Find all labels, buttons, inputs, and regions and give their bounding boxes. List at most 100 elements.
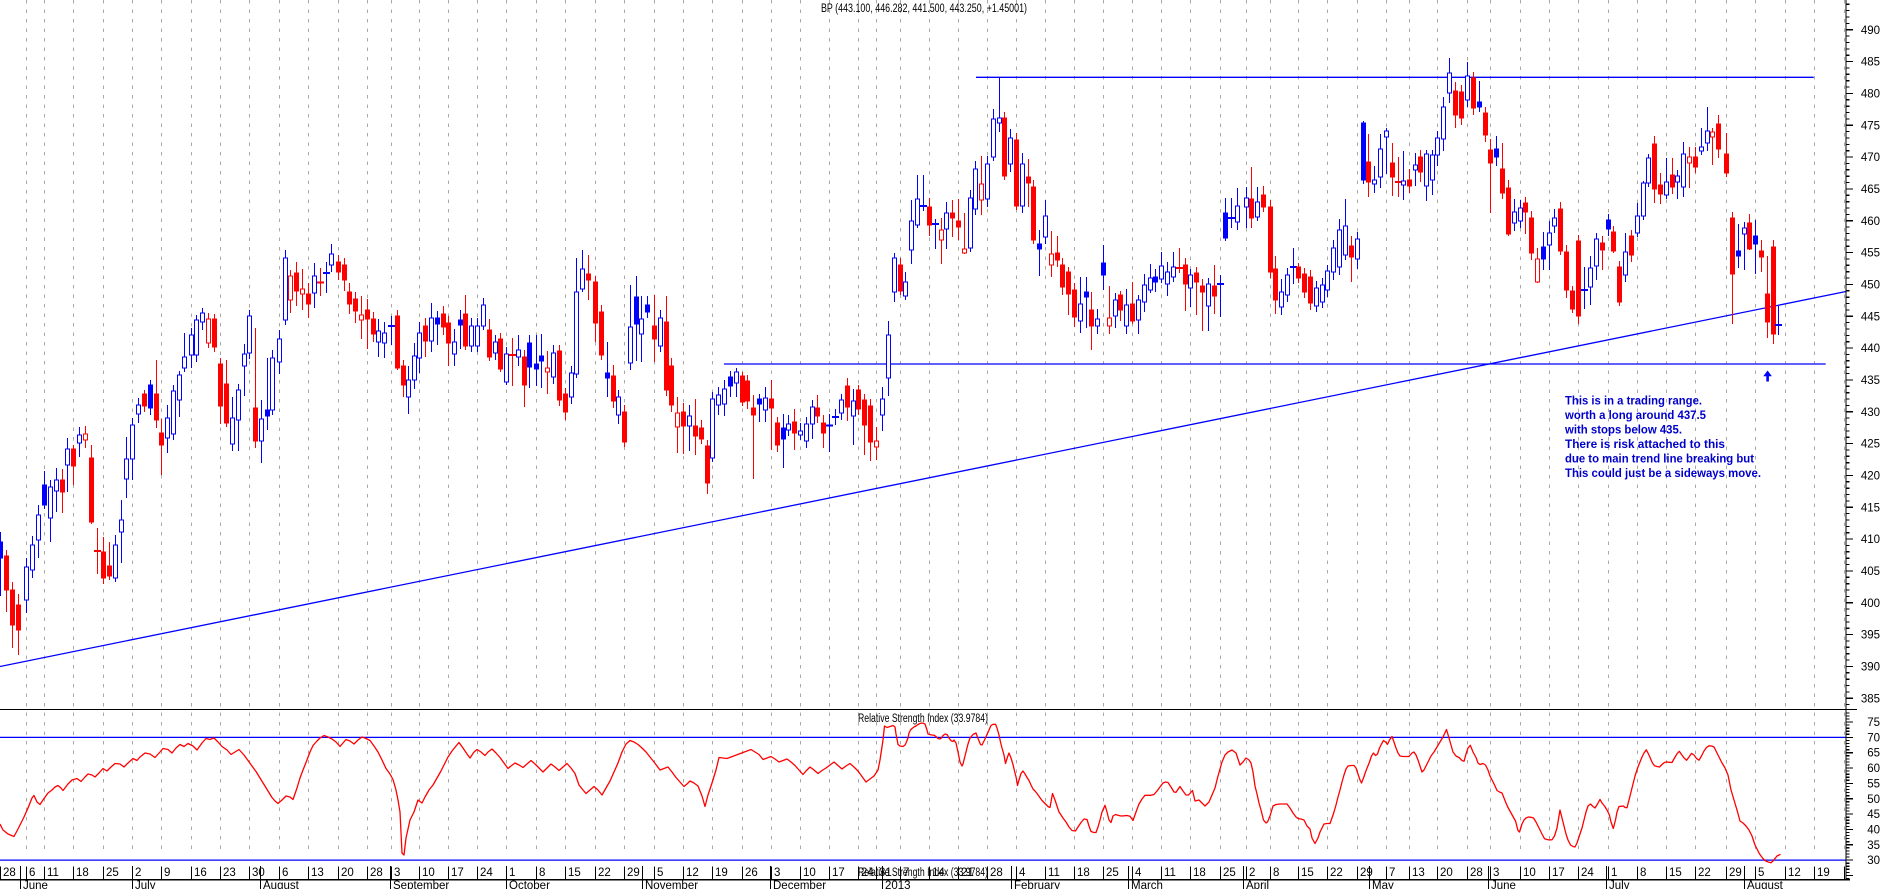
svg-text:22: 22 <box>598 867 611 879</box>
svg-text:475: 475 <box>1861 120 1880 132</box>
svg-text:24: 24 <box>1581 867 1594 879</box>
svg-text:470: 470 <box>1861 152 1880 164</box>
svg-text:10: 10 <box>803 867 816 879</box>
svg-text:28: 28 <box>3 867 16 879</box>
svg-text:June: June <box>23 880 48 889</box>
svg-text:25: 25 <box>1106 867 1119 879</box>
svg-text:due to main trend line breakin: due to main trend line breaking but <box>1565 452 1754 466</box>
svg-text:4: 4 <box>1019 867 1026 879</box>
svg-text:1: 1 <box>1611 867 1617 879</box>
svg-text:390: 390 <box>1861 661 1880 673</box>
svg-text:400: 400 <box>1861 598 1880 610</box>
svg-text:465: 465 <box>1861 184 1880 196</box>
svg-text:May: May <box>1372 880 1394 889</box>
svg-text:485: 485 <box>1861 57 1880 69</box>
svg-text:35: 35 <box>1867 840 1880 852</box>
svg-text:415: 415 <box>1861 502 1880 514</box>
svg-text:26: 26 <box>745 867 758 879</box>
svg-text:3: 3 <box>1493 867 1499 879</box>
svg-text:19: 19 <box>715 867 728 879</box>
svg-text:November: November <box>645 880 698 889</box>
svg-text:14: 14 <box>932 867 945 879</box>
svg-text:2: 2 <box>135 867 141 879</box>
svg-text:22: 22 <box>1698 867 1711 879</box>
svg-text:There is risk attached to this: There is risk attached to this <box>1565 437 1725 451</box>
svg-text:August: August <box>263 880 300 889</box>
svg-text:July: July <box>135 880 156 889</box>
svg-text:12: 12 <box>686 867 699 879</box>
svg-text:September: September <box>393 880 449 889</box>
svg-text:23: 23 <box>223 867 236 879</box>
svg-text:15: 15 <box>1669 867 1682 879</box>
svg-text:28: 28 <box>990 867 1003 879</box>
svg-text:3: 3 <box>774 867 780 879</box>
svg-text:29: 29 <box>627 867 640 879</box>
svg-text:410: 410 <box>1861 534 1880 546</box>
svg-text:24: 24 <box>861 867 874 879</box>
svg-text:13: 13 <box>1412 867 1425 879</box>
svg-text:30: 30 <box>252 867 265 879</box>
svg-text:February: February <box>1014 880 1060 889</box>
svg-text:15: 15 <box>1301 867 1314 879</box>
svg-text:31: 31 <box>879 867 892 879</box>
svg-text:430: 430 <box>1861 407 1880 419</box>
svg-text:22: 22 <box>1330 867 1343 879</box>
svg-text:425: 425 <box>1861 439 1880 451</box>
svg-text:75: 75 <box>1867 717 1880 729</box>
svg-text:6: 6 <box>29 867 35 879</box>
svg-text:50: 50 <box>1867 794 1880 806</box>
svg-text:60: 60 <box>1867 763 1880 775</box>
svg-text:5: 5 <box>1758 867 1764 879</box>
svg-text:65: 65 <box>1867 748 1880 760</box>
svg-text:21: 21 <box>961 867 974 879</box>
svg-text:18: 18 <box>76 867 89 879</box>
svg-text:24: 24 <box>480 867 493 879</box>
svg-text:18: 18 <box>1077 867 1090 879</box>
svg-text:July: July <box>1609 880 1630 889</box>
svg-text:7: 7 <box>903 867 909 879</box>
svg-text:480: 480 <box>1861 88 1880 100</box>
svg-text:25: 25 <box>106 867 119 879</box>
svg-text:420: 420 <box>1861 470 1880 482</box>
svg-text:December: December <box>773 880 826 889</box>
svg-text:with stops below 435.: with stops below 435. <box>1564 423 1682 437</box>
svg-text:2: 2 <box>1249 867 1255 879</box>
svg-text:11: 11 <box>1164 867 1176 879</box>
svg-text:7: 7 <box>1389 867 1395 879</box>
svg-text:28: 28 <box>1470 867 1483 879</box>
svg-text:17: 17 <box>832 867 845 879</box>
svg-text:29: 29 <box>1360 867 1373 879</box>
svg-text:October: October <box>509 880 550 889</box>
svg-text:10: 10 <box>1523 867 1536 879</box>
svg-text:10: 10 <box>422 867 435 879</box>
svg-text:1: 1 <box>509 867 515 879</box>
svg-text:440: 440 <box>1861 343 1880 355</box>
svg-text:BP (443.100, 446.282, 441.500,: BP (443.100, 446.282, 441.500, 443.250, … <box>821 3 1027 15</box>
svg-text:460: 460 <box>1861 216 1880 228</box>
svg-text:2013: 2013 <box>885 880 911 889</box>
svg-text:April: April <box>1246 880 1269 889</box>
svg-text:70: 70 <box>1867 732 1880 744</box>
svg-text:March: March <box>1131 880 1163 889</box>
svg-text:40: 40 <box>1867 824 1880 836</box>
svg-text:17: 17 <box>1552 867 1565 879</box>
svg-text:3: 3 <box>394 867 400 879</box>
svg-text:August: August <box>1747 880 1784 889</box>
svg-text:8: 8 <box>1640 867 1646 879</box>
svg-text:8: 8 <box>539 867 545 879</box>
svg-text:490: 490 <box>1861 25 1880 37</box>
svg-text:4: 4 <box>1135 867 1142 879</box>
svg-text:28: 28 <box>370 867 383 879</box>
svg-text:worth a long around 437.5: worth a long around 437.5 <box>1564 408 1706 422</box>
svg-text:18: 18 <box>1193 867 1206 879</box>
svg-text:5: 5 <box>657 867 663 879</box>
svg-text:435: 435 <box>1861 375 1880 387</box>
svg-text:25: 25 <box>1223 867 1236 879</box>
svg-text:450: 450 <box>1861 279 1880 291</box>
svg-text:11: 11 <box>47 867 59 879</box>
svg-text:13: 13 <box>311 867 324 879</box>
svg-text:Relative Strength Index (33.97: Relative Strength Index (33.9784) <box>858 713 988 725</box>
svg-text:9: 9 <box>164 867 170 879</box>
svg-text:19: 19 <box>1817 867 1830 879</box>
svg-text:20: 20 <box>1440 867 1453 879</box>
